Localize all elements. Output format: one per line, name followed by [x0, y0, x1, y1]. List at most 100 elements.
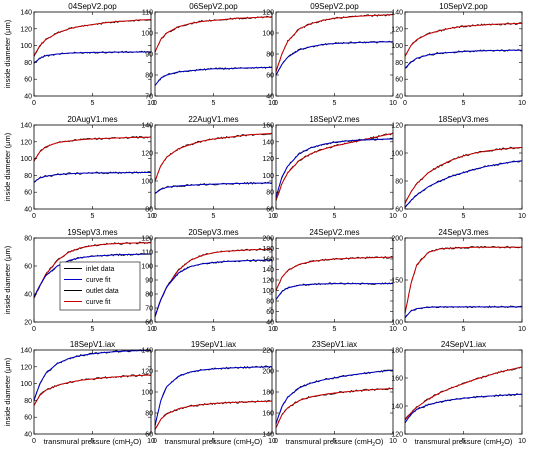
- y-tick-label: 60: [395, 77, 403, 84]
- x-tick-label: 10: [389, 438, 397, 445]
- chart-title: 20AugV1.mes: [67, 115, 117, 124]
- y-tick-label: 100: [20, 381, 32, 388]
- curve-fit-outlet: [275, 14, 394, 73]
- x-tick-label: 0: [274, 438, 278, 445]
- y-tick-label: 200: [262, 236, 274, 243]
- axes-frame: [404, 124, 523, 210]
- curve-fit-outlet: [33, 242, 152, 299]
- y-tick-label: 120: [20, 26, 32, 33]
- x-axis-label: transmural pressure (cmH2O): [286, 437, 384, 448]
- y-tick-label: 120: [391, 123, 403, 130]
- y-tick-label: 110: [142, 10, 153, 17]
- x-axis-label-text: transmural pressure (cmH: [286, 437, 373, 446]
- x-tick-label: 10: [147, 438, 155, 445]
- y-tick-label: 100: [391, 320, 403, 327]
- y-tick-label: 140: [20, 348, 32, 355]
- curve-fit-outlet: [33, 19, 152, 56]
- curve-fit-inlet: [275, 369, 394, 424]
- curve-fit-outlet: [154, 16, 273, 53]
- data-trace-outlet: [154, 248, 273, 318]
- y-tick-label: 160: [262, 257, 274, 264]
- curve-fit-inlet: [275, 283, 394, 300]
- y-tick-label: 160: [262, 123, 274, 130]
- y-tick-label: 80: [24, 60, 32, 67]
- axes-frame: [33, 349, 152, 435]
- y-tick-label: 180: [262, 246, 274, 253]
- y-tick-label: 60: [266, 309, 274, 316]
- x-tick-label: 0: [32, 213, 36, 220]
- y-tick-label: 100: [20, 156, 32, 163]
- legend: inlet data curve fit outlet data curve fit: [59, 261, 141, 311]
- x-tick-label: 0: [32, 438, 36, 445]
- axes-frame: [154, 124, 273, 210]
- chart-panel-9: 19SepV3.mes 0 5 10 20 40 60 80: [24, 228, 155, 333]
- y-tick-label: 120: [20, 139, 32, 146]
- x-tick-label: 5: [333, 326, 337, 333]
- x-tick-label: 5: [212, 213, 216, 220]
- y-tick-label: 100: [20, 43, 32, 50]
- y-tick-label: 70: [145, 94, 153, 101]
- x-axis-label-tail: O): [504, 437, 513, 446]
- curve-fit-inlet: [404, 393, 523, 424]
- chart-title: 18SepV1.iax: [70, 340, 115, 349]
- y-tick-label: 120: [20, 364, 32, 371]
- y-tick-label: 140: [141, 348, 153, 355]
- y-axis-label-text: inside diameter (: [3, 258, 12, 314]
- curve-fit-outlet: [154, 132, 273, 182]
- legend-label: outlet data: [86, 288, 119, 295]
- y-tick-label: 40: [24, 207, 32, 214]
- x-tick-label: 5: [91, 326, 95, 333]
- y-tick-label: 80: [24, 173, 32, 180]
- x-tick-label: 10: [268, 326, 276, 333]
- y-tick-label: 100: [141, 264, 153, 271]
- y-tick-label: 120: [391, 432, 403, 439]
- data-trace-inlet: [154, 181, 273, 193]
- x-tick-label: 10: [147, 326, 155, 333]
- chart-title: 20SepV3.mes: [188, 228, 238, 237]
- x-tick-label: 0: [403, 100, 407, 107]
- y-tick-label: 40: [24, 432, 32, 439]
- chart-title: 19SepV1.iax: [191, 340, 236, 349]
- data-trace-outlet: [154, 132, 273, 182]
- y-axis-label-text: inside diameter (: [3, 32, 12, 88]
- x-tick-label: 5: [333, 213, 337, 220]
- x-axis-label-sub: 2: [251, 442, 254, 448]
- y-tick-label: 80: [395, 179, 403, 186]
- data-trace-inlet: [275, 40, 394, 76]
- curve-fit-outlet: [33, 136, 152, 162]
- y-axis-label: inside diameter (μm): [3, 357, 12, 426]
- x-tick-label: 5: [91, 100, 95, 107]
- curve-fit-inlet: [154, 366, 273, 426]
- curve-fit-outlet: [275, 388, 394, 428]
- legend-label: curve fit: [86, 299, 111, 306]
- y-tick-label: 80: [145, 73, 153, 80]
- data-trace-inlet: [154, 365, 273, 427]
- x-tick-label: 5: [462, 100, 466, 107]
- y-tick-label: 80: [145, 411, 153, 418]
- y-tick-label: 80: [395, 60, 403, 67]
- chart-title: 18SepV2.mes: [309, 115, 359, 124]
- data-trace-inlet: [154, 66, 273, 87]
- y-tick-label: 40: [395, 94, 403, 101]
- y-tick-label: 20: [24, 320, 32, 327]
- x-tick-label: 10: [147, 213, 155, 220]
- chart-panel-5: 20AugV1.mes 0 5 10 40 60 80 100 120 140: [20, 115, 155, 220]
- y-axis-label-mu: μ: [3, 254, 12, 258]
- curve-fit-inlet: [154, 259, 273, 317]
- y-tick-label: 140: [391, 10, 403, 17]
- chart-title: 23SepV1.iax: [312, 340, 357, 349]
- y-tick-label: 140: [262, 267, 274, 274]
- y-tick-label: 120: [141, 369, 153, 376]
- y-axis-label-tail: m): [3, 132, 12, 141]
- y-tick-label: 40: [24, 292, 32, 299]
- x-tick-label: 0: [32, 100, 36, 107]
- legend-label: inlet data: [86, 266, 115, 273]
- y-tick-label: 140: [262, 139, 274, 146]
- y-axis-label-mu: μ: [3, 141, 12, 145]
- y-tick-label: 100: [391, 43, 403, 50]
- chart-title: 09SepV2.pop: [310, 2, 359, 11]
